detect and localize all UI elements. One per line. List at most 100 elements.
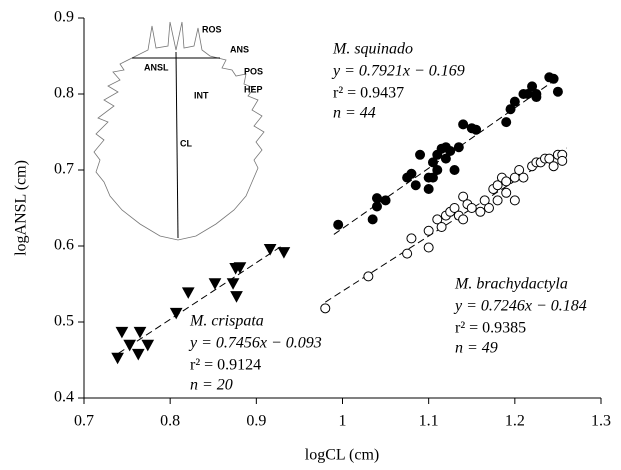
data-point — [432, 165, 443, 175]
data-point — [531, 92, 542, 103]
data-point — [263, 244, 277, 256]
data-point — [466, 203, 477, 213]
data-point — [501, 187, 512, 198]
fit-annotation: y = 0.7921x − 0.169 — [331, 63, 465, 80]
y-axis-label: logANSL (cm) — [13, 160, 30, 256]
data-point — [492, 195, 503, 206]
inset-label: INT — [194, 90, 209, 100]
data-point — [230, 291, 243, 303]
data-point — [115, 326, 129, 339]
x-tick-label: 1.2 — [505, 413, 525, 430]
inset-label: ANSL — [144, 62, 169, 72]
data-point — [423, 242, 434, 253]
data-point — [527, 81, 538, 92]
x-tick-label: 0.9 — [246, 413, 266, 430]
y-tick-label: 0.7 — [54, 161, 74, 178]
data-point — [501, 176, 512, 187]
data-point — [406, 168, 417, 179]
data-point — [492, 180, 503, 191]
data-point — [453, 142, 464, 153]
x-tick-label: 1.1 — [419, 413, 439, 430]
data-point — [432, 214, 443, 225]
data-point — [415, 149, 426, 160]
data-point — [458, 119, 469, 130]
inset-label: ANS — [230, 44, 249, 54]
data-point — [402, 248, 413, 259]
data-point — [514, 165, 525, 175]
cl-arrow — [175, 51, 179, 239]
data-point — [436, 222, 447, 232]
inset-label: ROS — [202, 24, 222, 34]
data-point — [423, 225, 434, 236]
x-tick-label: 1 — [339, 413, 347, 430]
series-name: M. squinado — [332, 41, 413, 58]
data-point — [471, 124, 482, 135]
data-point — [557, 155, 568, 166]
x-tick-label: 1.3 — [591, 413, 611, 430]
data-point — [277, 247, 291, 259]
fit-annotation: y = 0.7246x − 0.184 — [453, 298, 587, 315]
data-point — [423, 184, 434, 194]
data-point — [406, 233, 417, 244]
data-point — [458, 214, 469, 225]
data-point — [509, 195, 520, 206]
data-point — [233, 262, 247, 274]
data-point — [427, 172, 438, 183]
data-point — [505, 104, 516, 115]
data-point — [333, 219, 344, 230]
data-point — [141, 339, 155, 352]
data-point — [445, 146, 456, 156]
data-point — [509, 96, 520, 107]
fit-annotation: r² = 0.9124 — [190, 357, 261, 374]
fit-annotation: r² = 0.9437 — [333, 85, 404, 102]
y-tick-label: 0.4 — [54, 389, 74, 406]
data-point — [131, 348, 145, 361]
data-point — [380, 195, 391, 206]
data-point — [320, 303, 331, 314]
y-tick-label: 0.9 — [54, 9, 74, 26]
fit-annotation: y = 0.7456x − 0.093 — [188, 335, 322, 352]
data-point — [449, 203, 460, 213]
y-tick-label: 0.8 — [54, 85, 74, 102]
fit-annotation: n = 20 — [190, 377, 233, 394]
series-name: M. brachydactyla — [454, 276, 568, 293]
data-point — [367, 214, 378, 225]
x-tick-label: 0.7 — [74, 413, 94, 430]
data-point — [479, 195, 490, 206]
x-tick-label: 0.8 — [160, 413, 180, 430]
data-point — [363, 271, 374, 282]
data-point — [169, 307, 183, 320]
data-point — [449, 165, 460, 175]
data-point — [501, 117, 512, 128]
data-point — [483, 203, 494, 213]
series-name: M. crispata — [189, 313, 264, 330]
data-point — [544, 153, 555, 164]
data-point — [552, 86, 563, 97]
data-point — [548, 73, 559, 84]
data-point — [440, 153, 451, 164]
data-point — [133, 326, 147, 339]
fit-annotation: n = 44 — [333, 105, 376, 122]
data-point — [226, 278, 240, 290]
data-point — [123, 339, 137, 352]
data-point — [458, 191, 469, 202]
data-point — [111, 352, 124, 365]
data-point — [518, 172, 529, 183]
data-point — [410, 180, 421, 191]
y-tick-label: 0.5 — [54, 313, 74, 330]
data-point — [208, 278, 222, 290]
data-point — [371, 193, 382, 204]
data-point — [181, 287, 195, 299]
data-point — [475, 206, 486, 217]
inset-label: POS — [244, 66, 263, 76]
data-point — [371, 201, 382, 212]
fit-annotation: r² = 0.9385 — [455, 320, 526, 337]
x-axis-label: logCL (cm) — [305, 447, 380, 464]
fit-annotation: n = 49 — [455, 340, 498, 357]
inset-label: CL — [180, 138, 192, 148]
data-point — [548, 161, 559, 172]
y-tick-label: 0.6 — [54, 237, 74, 254]
inset-label: HEP — [244, 84, 263, 94]
